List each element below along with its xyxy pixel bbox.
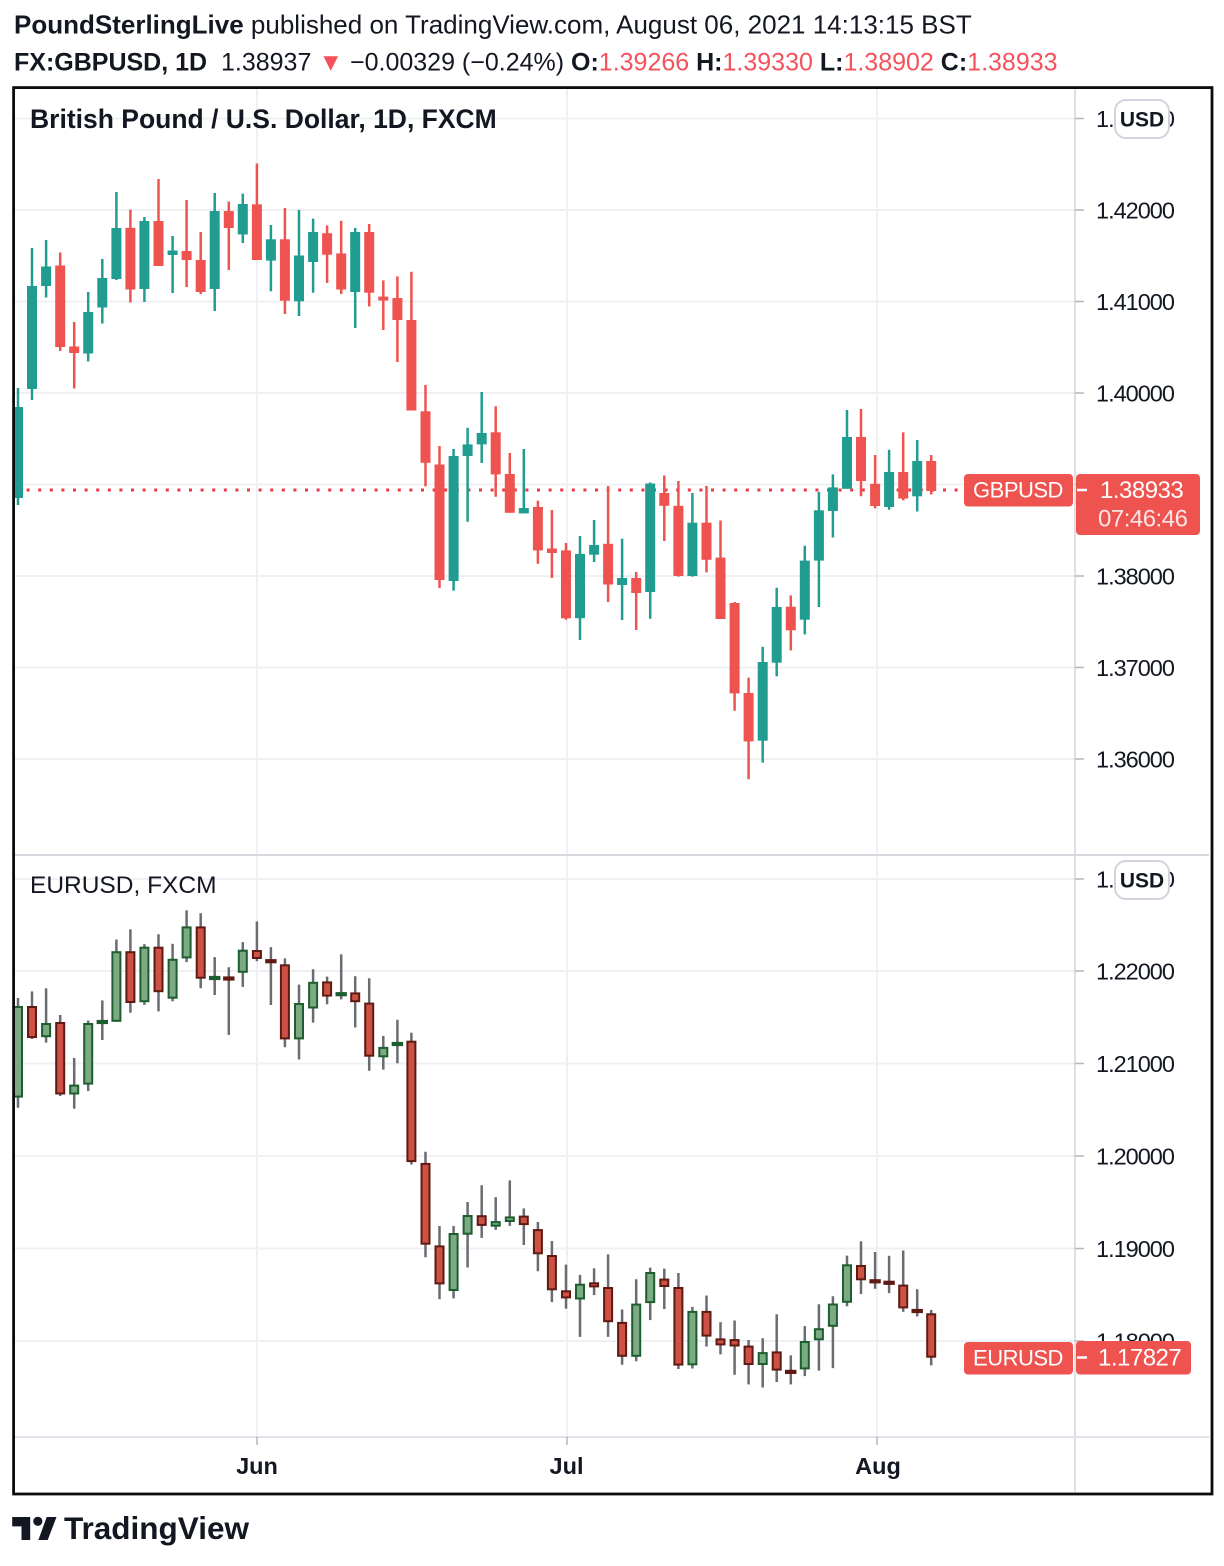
- svg-text:Aug: Aug: [855, 1453, 901, 1479]
- svg-text:British Pound / U.S. Dollar, 1: British Pound / U.S. Dollar, 1D, FXCM: [30, 104, 497, 134]
- svg-text:GBPUSD: GBPUSD: [973, 478, 1063, 503]
- svg-text:1.20000: 1.20000: [1096, 1144, 1175, 1170]
- svg-text:1.22000: 1.22000: [1096, 959, 1175, 985]
- svg-text:1.42000: 1.42000: [1096, 198, 1175, 224]
- svg-text:PoundSterlingLive published on: PoundSterlingLive published on TradingVi…: [14, 10, 972, 40]
- svg-text:EURUSD: EURUSD: [973, 1346, 1063, 1371]
- svg-text:1.21000: 1.21000: [1096, 1051, 1175, 1077]
- svg-text:TradingView: TradingView: [64, 1510, 249, 1546]
- svg-text:1.17827: 1.17827: [1098, 1345, 1181, 1372]
- svg-text:USD: USD: [1120, 109, 1164, 132]
- svg-text:1.37000: 1.37000: [1096, 655, 1175, 681]
- svg-text:USD: USD: [1120, 870, 1164, 893]
- svg-text:Jul: Jul: [550, 1453, 584, 1479]
- svg-text:Jun: Jun: [236, 1453, 278, 1479]
- svg-text:1.38000: 1.38000: [1096, 564, 1175, 590]
- svg-text:FX:GBPUSD, 1D 1.38937 ▼ −0.00: FX:GBPUSD, 1D 1.38937 ▼ −0.00329 (−0.24%…: [14, 49, 1058, 77]
- svg-text:1.36000: 1.36000: [1096, 747, 1175, 773]
- svg-text:1.41000: 1.41000: [1096, 289, 1175, 315]
- svg-text:1.19000: 1.19000: [1096, 1236, 1175, 1262]
- svg-text:EURUSD, FXCM: EURUSD, FXCM: [30, 872, 216, 899]
- svg-text:1.40000: 1.40000: [1096, 381, 1175, 407]
- svg-text:1.38933: 1.38933: [1100, 477, 1183, 504]
- svg-text:07:46:46: 07:46:46: [1098, 506, 1188, 533]
